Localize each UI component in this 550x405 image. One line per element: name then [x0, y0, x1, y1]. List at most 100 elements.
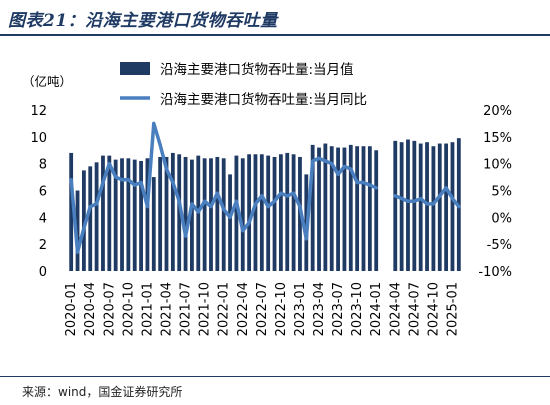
x-tick-label: 2021-04	[160, 282, 175, 336]
bar-2024-10	[431, 146, 436, 271]
left-tick-label: 12	[30, 104, 47, 119]
bar-2020-05	[94, 162, 99, 271]
bar-2024-09	[425, 142, 429, 271]
x-tick-label: 2022-04	[236, 282, 251, 336]
bar-2020-07	[107, 155, 112, 271]
bar-2022-10	[278, 154, 283, 271]
bar-2022-02	[228, 174, 232, 271]
x-tick-label: 2020-10	[121, 282, 136, 336]
bar-2024-08	[418, 143, 423, 271]
right-tick-label: 0%	[491, 211, 512, 226]
bar-2023-12	[367, 146, 372, 271]
bar-2020-12	[139, 160, 143, 271]
bar-2022-09	[272, 156, 277, 271]
bar-2024-05	[399, 142, 404, 271]
bar-2024-11	[437, 143, 442, 271]
bar-2024-12	[444, 143, 449, 271]
bar-2024-07	[412, 140, 417, 271]
x-tick-label: 2022-07	[255, 282, 270, 336]
right-tick-label: 15%	[483, 131, 512, 146]
right-tick-label: 5%	[491, 185, 512, 200]
bar-2023-04	[317, 147, 321, 271]
bar-2021-07	[183, 156, 188, 271]
bar-2021-12	[215, 156, 220, 271]
bar-2020-06	[101, 155, 105, 271]
right-tick-label: -5%	[487, 238, 512, 253]
left-tick-label: 6	[39, 185, 47, 200]
right-tick-label: 20%	[483, 104, 512, 119]
title-divider	[0, 34, 550, 36]
bar-2023-06	[329, 146, 334, 271]
bar-2021-02	[151, 177, 156, 271]
legend-label-bar: 沿海主要港口货物吞吐量:当月值	[160, 61, 354, 78]
x-tick-label: 2024-04	[388, 282, 403, 336]
right-tick-label: 10%	[483, 158, 512, 173]
bar-2022-07	[259, 154, 264, 271]
x-tick-label: 2024-01	[369, 282, 384, 336]
bar-2021-05	[170, 152, 175, 271]
right-tick-label: -10%	[478, 265, 512, 280]
bar-2020-09	[120, 158, 124, 271]
x-tick-label: 2021-07	[179, 282, 194, 336]
x-tick-label: 2020-07	[102, 282, 117, 336]
x-tick-label: 2023-10	[350, 282, 365, 336]
bar-2023-10	[355, 146, 360, 271]
bar-2022-12	[291, 154, 296, 271]
bar-2020-11	[132, 159, 137, 271]
left-axis-unit: （亿吨）	[22, 74, 72, 89]
bar-2023-09	[348, 144, 353, 271]
bar-2024-01	[374, 150, 379, 271]
bar-2023-07	[336, 147, 340, 271]
left-tick-label: 4	[39, 211, 47, 226]
bar-2024-06	[406, 139, 410, 271]
x-tick-label: 2023-07	[331, 282, 346, 336]
chart: 沿海主要港口货物吞吐量:当月值 沿海主要港口货物吞吐量:当月同比 （亿吨） 0 2…	[22, 61, 512, 336]
source-note: 来源：wind，国金证券研究所	[22, 385, 183, 399]
bar-2020-02	[75, 190, 80, 271]
bar-2020-01	[69, 152, 74, 271]
bar-2021-01	[145, 158, 150, 271]
bar-2020-10	[126, 158, 131, 271]
bar-2021-06	[177, 154, 182, 271]
x-tick-label: 2023-01	[293, 282, 308, 336]
line-series	[69, 121, 461, 254]
bar-2023-08	[342, 147, 347, 271]
bar-2022-05	[247, 154, 252, 271]
bar-2022-06	[253, 154, 258, 271]
bar-2020-04	[88, 166, 93, 271]
bar-2022-03	[234, 155, 239, 271]
bar-2025-01	[450, 142, 455, 271]
yoy-line-segment	[69, 121, 378, 254]
left-tick-label: 10	[30, 131, 47, 146]
x-tick-label: 2023-04	[312, 282, 327, 336]
x-tick-label: 2024-10	[426, 282, 441, 336]
x-tick-label: 2021-01	[140, 282, 155, 336]
bar-2023-11	[361, 146, 366, 271]
bar-2021-04	[164, 156, 169, 271]
left-tick-label: 8	[39, 158, 47, 173]
left-tick-label: 0	[39, 265, 47, 280]
bar-2023-05	[323, 143, 328, 271]
bar-2022-11	[285, 152, 290, 271]
legend: 沿海主要港口货物吞吐量:当月值 沿海主要港口货物吞吐量:当月同比	[120, 61, 367, 108]
bar-2021-03	[158, 156, 163, 271]
x-axis: 2020-01 2020-04 2020-07 2020-10 2021-01 2021-…	[64, 282, 460, 336]
bar-2023-03	[310, 144, 315, 271]
left-tick-label: 2	[39, 238, 47, 253]
legend-label-line: 沿海主要港口货物吞吐量:当月同比	[160, 91, 367, 108]
bar-2020-08	[113, 159, 118, 271]
left-axis: 0 2 4 6 8 10 12	[30, 104, 47, 280]
x-tick-label: 2021-10	[198, 282, 213, 336]
x-tick-label: 2025-01	[445, 282, 460, 336]
bar-2022-01	[221, 158, 226, 271]
yoy-line-segment	[393, 186, 461, 209]
right-axis: -10% -5% 0% 5% 10% 15% 20%	[478, 104, 512, 280]
x-tick-label: 2020-04	[83, 282, 98, 336]
bar-2024-04	[393, 140, 398, 271]
figure-title: 图表21：沿海主要港口货物吞吐量	[8, 11, 278, 31]
footer-divider	[0, 376, 550, 377]
bar-2021-10	[202, 158, 207, 271]
bar-2021-11	[209, 158, 213, 271]
bar-2020-03	[81, 170, 86, 272]
bar-2022-08	[266, 155, 271, 271]
